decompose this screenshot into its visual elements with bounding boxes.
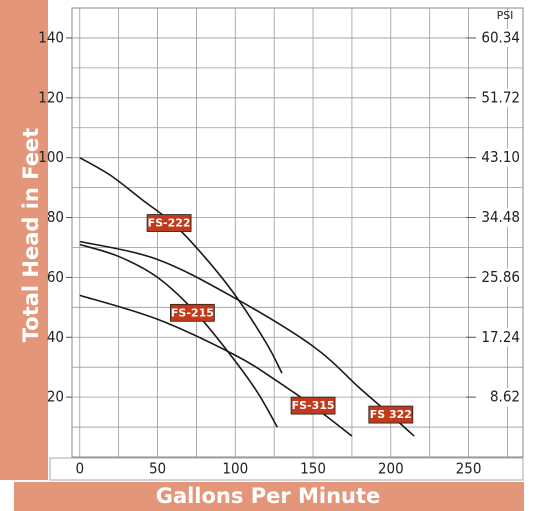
- y-tick-label: 120: [38, 88, 64, 106]
- pump-curve: [79, 156, 283, 374]
- curve-label: FS-315: [290, 396, 336, 415]
- y2-label-bg: [472, 88, 522, 107]
- x-tick-label: 0: [75, 460, 84, 478]
- y-tick-label: 40: [47, 328, 64, 346]
- y-tick-label: 100: [38, 148, 64, 166]
- x-tick-label: 150: [300, 460, 326, 478]
- y-tick-label: 80: [47, 208, 64, 226]
- y-tick-label: 60: [47, 268, 64, 286]
- curve-label-text: FS-222: [148, 217, 191, 230]
- y2-tick-label: 51.72: [481, 88, 520, 106]
- y2-label-bg: [472, 268, 522, 287]
- plot-frame: [71, 7, 524, 458]
- curve-label-box: [170, 303, 215, 322]
- y2-tick-label: 43.10: [481, 148, 520, 166]
- curve-label-text: FS-315: [292, 399, 335, 412]
- x-tick-band: [49, 457, 524, 481]
- curve-label: FS-215: [170, 303, 215, 322]
- curve-label: FS-222: [146, 214, 192, 232]
- x-tick-label: 50: [149, 460, 166, 478]
- x-tick-label: 250: [456, 460, 482, 478]
- y2-label-bg: [472, 28, 522, 47]
- x-label-band: [14, 482, 524, 511]
- y2-label-bg: [472, 328, 522, 347]
- y2-axis-label: PSI: [497, 9, 514, 22]
- y2-tick-label: 60.34: [481, 28, 520, 46]
- y2-tick-label: 17.24: [481, 328, 520, 346]
- curve-label: FS 322: [368, 405, 414, 424]
- y2-label-bg: [472, 208, 522, 227]
- y2-tick-label: 25.86: [481, 268, 520, 286]
- curve-label-text: FS 322: [370, 408, 412, 421]
- x-axis-label: Gallons Per Minute: [156, 484, 381, 508]
- curve-label-text: FS-215: [171, 306, 214, 319]
- y-tick-label: 20: [47, 388, 64, 406]
- y2-tick-label: 8.62: [490, 388, 520, 406]
- y2-tick-label: 34.48: [481, 208, 520, 226]
- y-label-band: [0, 0, 48, 480]
- x-tick-label: 100: [222, 460, 248, 478]
- x-tick-label: 200: [378, 460, 404, 478]
- y-tick-label: 140: [38, 28, 64, 46]
- y-axis-label: Total Head in Feet: [19, 128, 43, 343]
- y2-label-bg: [472, 388, 522, 407]
- y2-label-bg: [472, 148, 522, 167]
- curve-label-box: [146, 214, 192, 232]
- curve-label-box: [290, 396, 336, 415]
- curve-label-box: [368, 405, 414, 424]
